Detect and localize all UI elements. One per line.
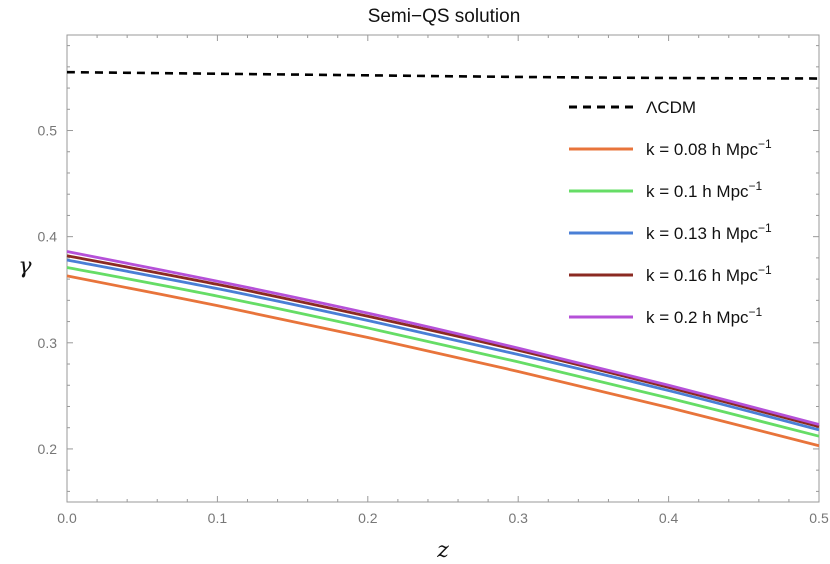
y-tick-label: 0.3 [38,335,58,351]
series-line-4 [66,254,820,428]
legend-label-0: ΛCDM [646,98,696,117]
series-line-5 [66,250,820,426]
series-line-2 [66,266,820,438]
legend-label-2: k = 0.1 h Mpc−1 [646,179,763,201]
x-tick-label: 0.3 [508,510,528,526]
y-tick-label: 0.4 [38,229,58,245]
x-tick-label: 0.4 [659,510,679,526]
x-tick-label: 0.5 [809,510,829,526]
legend-label-1: k = 0.08 h Mpc−1 [646,137,772,159]
y-axis-label: γ [18,254,32,279]
legend-label-3: k = 0.13 h Mpc−1 [646,221,772,243]
x-axis-label: z [436,538,449,563]
legend-label-5: k = 0.2 h Mpc−1 [646,305,763,327]
chart-title: Semi−QS solution [368,6,521,27]
x-tick-label: 0.1 [208,510,228,526]
series-lines [66,70,820,448]
y-axis: 0.2 0.3 0.4 0.5 [38,45,819,492]
legend: ΛCDM k = 0.08 h Mpc−1 k = 0.1 h Mpc−1 k = 0… [569,98,772,327]
y-tick-label: 0.5 [38,123,58,139]
legend-label-4: k = 0.16 h Mpc−1 [646,263,772,285]
series-line-3 [66,258,820,432]
x-tick-label: 0.0 [57,510,77,526]
series-line-1 [66,274,820,448]
y-tick-label: 0.2 [38,441,58,457]
x-tick-label: 0.2 [358,510,378,526]
x-axis: 0.0 0.1 0.2 0.3 0.4 0.5 [57,35,829,526]
series-line-0 [66,70,820,80]
